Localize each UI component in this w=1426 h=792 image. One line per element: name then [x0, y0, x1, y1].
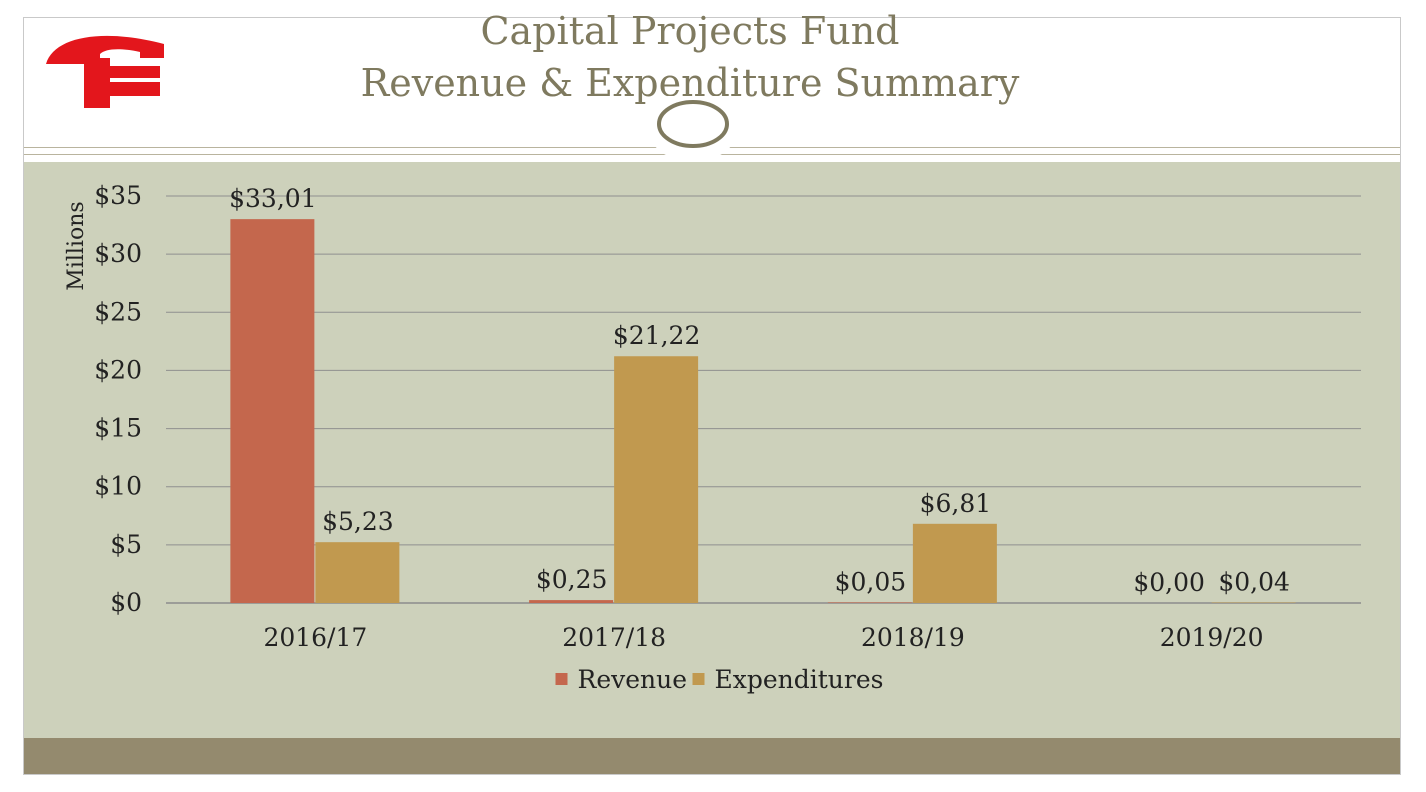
- y-tick-label: $30: [94, 239, 142, 268]
- data-label: $0,04: [1218, 568, 1290, 597]
- y-tick-label: $0: [110, 588, 142, 617]
- x-tick-label: 2016/17: [263, 623, 367, 652]
- legend-label-revenue: Revenue: [578, 665, 688, 694]
- y-tick-label: $10: [94, 472, 142, 501]
- slide-title-line1: Capital Projects Fund: [480, 9, 900, 53]
- data-label: $5,23: [322, 507, 394, 536]
- data-label: $21,22: [613, 321, 700, 350]
- bar-expenditures-2: [912, 523, 997, 603]
- legend-swatch-revenue: [555, 673, 568, 685]
- bar-expenditures-0: [315, 542, 400, 603]
- bar-revenue-2: [827, 602, 912, 603]
- x-tick-label: 2019/20: [1160, 623, 1264, 652]
- footer-band: [24, 738, 1400, 774]
- x-tick-label: 2017/18: [562, 623, 666, 652]
- bar-revenue-0: [230, 219, 315, 603]
- cf-logo-icon: [46, 35, 164, 108]
- data-label: $33,01: [229, 184, 316, 213]
- legend-swatch-expenditures: [692, 673, 705, 685]
- y-axis-label: Millions: [64, 201, 89, 290]
- bar-revenue-1: [529, 600, 614, 603]
- y-tick-label: $35: [94, 181, 142, 210]
- y-tick-label: $5: [110, 530, 142, 559]
- legend-label-expenditures: Expenditures: [715, 665, 884, 694]
- y-tick-label: $25: [94, 297, 142, 326]
- data-label: $0,05: [835, 567, 907, 596]
- circle-ornament-icon: [647, 96, 739, 162]
- data-label: $0,25: [536, 565, 608, 594]
- data-label: $0,00: [1133, 568, 1205, 597]
- y-tick-label: $15: [94, 414, 142, 443]
- y-tick-label: $20: [94, 355, 142, 384]
- x-tick-label: 2018/19: [861, 623, 965, 652]
- data-label: $6,81: [920, 489, 992, 518]
- bar-expenditures-1: [614, 356, 699, 603]
